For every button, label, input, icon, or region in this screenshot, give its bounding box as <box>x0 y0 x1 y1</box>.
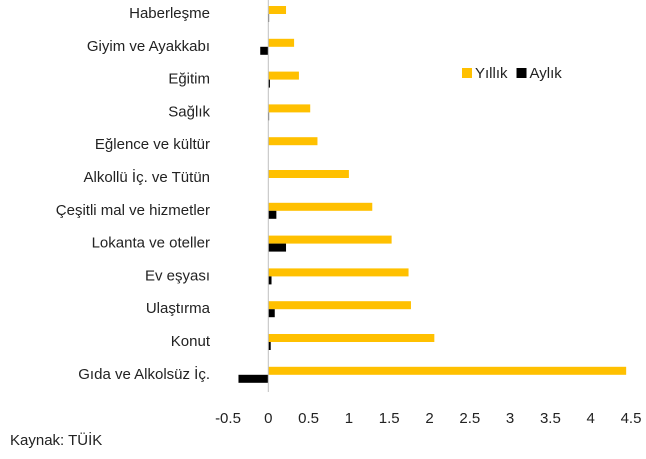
y-tick-label: Gıda ve Alkolsüz İç. <box>78 365 210 383</box>
bar <box>268 210 277 219</box>
y-tick-label: Ulaştırma <box>146 300 211 317</box>
bar <box>268 38 295 47</box>
bar <box>268 202 373 211</box>
bar <box>268 235 392 244</box>
y-tick-label: Haberleşme <box>129 5 210 22</box>
bar <box>268 6 287 14</box>
bar <box>268 137 318 146</box>
y-tick-label: Eğitim <box>168 71 210 88</box>
bar <box>268 276 272 285</box>
y-tick-label: Çeşitli mal ve hizmetler <box>56 202 210 219</box>
bar <box>268 342 271 350</box>
y-tick-label: Alkollü İç. ve Tütün <box>84 168 210 186</box>
x-tick-label: 3.5 <box>540 410 561 427</box>
bar <box>268 104 311 113</box>
y-tick-label: Eğlence ve kültür <box>95 136 210 153</box>
bar <box>268 309 275 318</box>
source-note: Kaynak: TÜİK <box>10 431 102 449</box>
bar <box>268 71 299 80</box>
x-tick-label: 1.5 <box>379 410 400 427</box>
x-tick-label: 3 <box>506 410 514 427</box>
y-tick-label: Lokanta ve oteller <box>92 235 210 252</box>
x-tick-label: 2 <box>425 410 433 427</box>
y-tick-label: Konut <box>171 333 211 350</box>
x-tick-label: 0 <box>264 410 272 427</box>
legend-label: Aylık <box>530 65 563 82</box>
bar <box>260 46 269 55</box>
bar <box>268 79 270 88</box>
bar <box>268 268 409 277</box>
bar <box>238 374 269 383</box>
x-tick-label: 4 <box>587 410 595 427</box>
bar <box>268 334 435 342</box>
x-tick-label: 0.5 <box>298 410 319 427</box>
x-tick-label: 1 <box>345 410 353 427</box>
y-tick-label: Ev eşyası <box>145 267 210 284</box>
legend-swatch <box>462 68 472 78</box>
bar <box>268 301 411 310</box>
y-tick-label: Giyim ve Ayakkabı <box>87 38 210 55</box>
x-tick-label: 2.5 <box>459 410 480 427</box>
x-tick-label: 4.5 <box>621 410 642 427</box>
x-tick-label: -0.5 <box>215 410 241 427</box>
legend-swatch <box>516 68 527 78</box>
bar <box>268 170 349 178</box>
bar <box>268 366 627 375</box>
legend-label: Yıllık <box>475 65 508 82</box>
y-tick-label: Sağlık <box>168 103 210 120</box>
bar <box>268 243 287 252</box>
